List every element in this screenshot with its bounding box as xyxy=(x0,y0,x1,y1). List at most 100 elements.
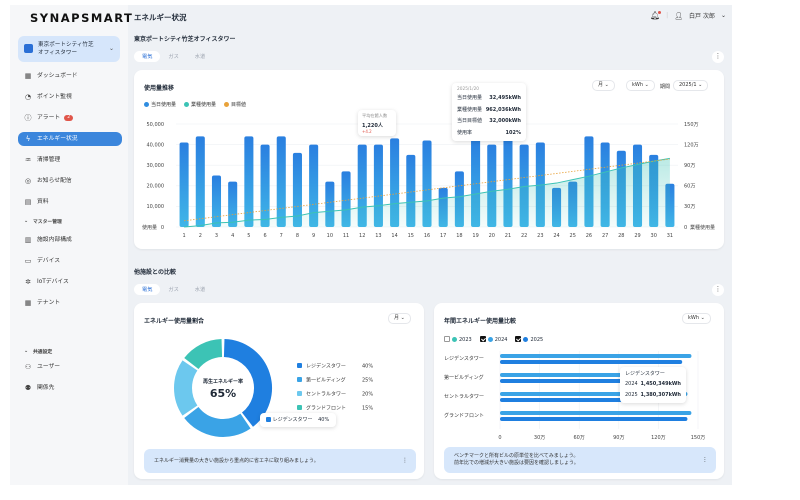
legend-swatch xyxy=(297,391,302,396)
x-tick-label: 14 xyxy=(391,233,397,239)
tab-gas[interactable]: ガス xyxy=(168,54,179,60)
app-logo[interactable]: SYNAPSMART xyxy=(30,11,134,25)
legend-label: レジデンスタワー xyxy=(306,363,346,370)
sidebar-item-alert[interactable]: ⓘ アラート 2 xyxy=(18,111,122,125)
category-label: レジデンスタワー xyxy=(444,355,484,362)
energy-unit-select[interactable]: kWh ⌄ xyxy=(682,313,711,324)
x-tick-label: 17 xyxy=(440,233,446,239)
chart-legend: 当日使用量 業種使用量 目標値 xyxy=(144,101,246,108)
x-tick-label: 23 xyxy=(537,233,543,239)
x-tick-label: 28 xyxy=(618,233,624,239)
y2-tick-label: 30万 xyxy=(684,204,695,210)
usage-chart: 0 10,000 20,000 30,000 40,000 50,000 0 30万 60万 90… xyxy=(142,122,715,239)
compare-advice: ベンチマークと所有ビルの原単位を比べてみましょう。 前年比での増減が大きい施設は… xyxy=(444,447,716,473)
legend-swatch xyxy=(297,377,302,382)
tab-electric[interactable]: 電気 xyxy=(134,51,161,62)
bar xyxy=(195,136,205,227)
bar xyxy=(500,417,688,421)
donut-tooltip: レジデンスタワー 40% xyxy=(260,413,336,427)
year-2025-checkbox[interactable]: 2025 xyxy=(515,336,543,343)
industry-line xyxy=(184,157,670,228)
x-tick-label: 26 xyxy=(586,233,592,239)
donut-advice: エネルギー消費量の大きい施設から重点的に省エネに取り組みましょう。 ⋮ xyxy=(144,449,416,473)
tabs-energy-compare: 電気 ガス 水道 xyxy=(134,284,213,295)
user-name[interactable]: 白戸 次郎 xyxy=(689,13,715,20)
sidebar-item-notice[interactable]: ◎ お知らせ配信 xyxy=(18,174,122,188)
sidebar-item-label: エネルギー状況 xyxy=(37,136,78,142)
building-icon xyxy=(24,44,33,53)
x-tick-label: 60万 xyxy=(574,435,585,441)
donut-slice xyxy=(184,406,251,437)
sidebar-item-iot[interactable]: ✲ IoTデバイス xyxy=(18,275,122,289)
tab-electric[interactable]: 電気 xyxy=(134,284,161,295)
sidebar-item-grid[interactable]: ▦ ダッシュボード xyxy=(18,69,122,83)
tab-gas[interactable]: ガス xyxy=(168,287,179,293)
bar xyxy=(500,360,683,364)
sidebar-item-clean[interactable]: ♒ 清掃管理 xyxy=(18,153,122,167)
annual-bar-chart: 0 30万 60万 90万 120万 150万 レジデンスタワー第一ビルディングセントラルタ… xyxy=(444,351,705,441)
x-tick-label: 20 xyxy=(489,233,495,239)
x-tick-label: 22 xyxy=(521,233,527,239)
sidebar-item-energy[interactable]: ϟ エネルギー状況 xyxy=(18,132,122,146)
x-tick-label: 25 xyxy=(570,233,576,239)
sidebar-item-user[interactable]: ⚇ ユーザー xyxy=(18,360,122,374)
more-icon[interactable]: ⋮ xyxy=(402,457,408,464)
sidebar-item-partner[interactable]: ⚉ 関係先 xyxy=(18,381,122,395)
energy-unit-select[interactable]: kWh ⌄ xyxy=(626,80,655,91)
bar xyxy=(309,144,319,227)
more-icon[interactable]: ⋮ xyxy=(712,51,724,63)
bar-tooltip: レジデンスタワー 2024 1,450,349kWh 2025 1,380,307k… xyxy=(620,367,686,403)
category-label: グランドフロント xyxy=(444,412,484,419)
more-icon[interactable]: ⋮ xyxy=(712,284,724,296)
y-tick-label: 0 xyxy=(161,225,164,231)
sidebar-item-building[interactable]: ▥ 施設内部構成 xyxy=(18,233,122,247)
divider: | xyxy=(666,12,669,19)
more-icon[interactable]: ⋮ xyxy=(702,456,708,464)
facility-name-line1: 東京ポートシティ竹芝 xyxy=(38,42,94,48)
period-select[interactable]: 2025/1 ⌄ xyxy=(673,80,709,91)
x-tick-label: 24 xyxy=(553,233,559,239)
x-tick-label: 30 xyxy=(651,233,657,239)
x-tick-label: 29 xyxy=(634,233,640,239)
x-tick-label: 18 xyxy=(456,233,462,239)
comparison-title: 他施設との比較 xyxy=(134,269,176,276)
y2-tick-label: 0 xyxy=(684,225,687,231)
x-tick-label: 16 xyxy=(424,233,430,239)
energy-icon: ϟ xyxy=(25,135,31,143)
sidebar-item-doc[interactable]: ▤ 資料 xyxy=(18,195,122,209)
x-tick-label: 21 xyxy=(505,233,511,239)
x-tick-label: 4 xyxy=(231,233,234,239)
tab-water[interactable]: 水道 xyxy=(194,54,206,60)
sidebar-item-tenant[interactable]: ▦ テナント xyxy=(18,296,122,310)
unit-select[interactable]: 月 ⌄ xyxy=(388,313,411,324)
legend-value: 20% xyxy=(362,392,373,398)
doc-icon: ▤ xyxy=(24,198,32,206)
x-tick-label: 2 xyxy=(199,233,202,239)
y2-axis-label: 業種使用量 xyxy=(690,224,715,231)
year-2024-checkbox[interactable]: 2024 xyxy=(479,336,507,343)
user-icon[interactable]: 👤︎ xyxy=(674,11,684,20)
chevron-down-icon: ⌄ xyxy=(108,45,114,52)
energy-share-card: エネルギー使用量割合 月 ⌄ レジデンスタワー 40% 第一ビルディング 25% セント… xyxy=(134,303,424,479)
sidebar-item-device[interactable]: ▭ デバイス xyxy=(18,254,122,268)
facility-selector[interactable]: 東京ポートシティ竹芝 オフィスタワー ⌄ xyxy=(18,36,120,62)
tab-water[interactable]: 水道 xyxy=(194,287,206,293)
sidebar-item-label: デバイス xyxy=(37,258,61,264)
y2-tick-label: 120万 xyxy=(684,142,699,148)
bell-icon[interactable]: 🔔︎ xyxy=(649,11,662,20)
sidebar-item-label: 関係先 xyxy=(37,385,55,391)
unit-select[interactable]: 月 ⌄ xyxy=(592,80,615,91)
bar xyxy=(211,175,222,227)
notice-icon: ◎ xyxy=(24,177,32,185)
year-2023-checkbox[interactable]: 2023 xyxy=(444,336,472,343)
sidebar-item-monitor[interactable]: ◔ ポイント監視 xyxy=(18,90,122,104)
card-title: 使用量推移 xyxy=(144,85,175,92)
x-tick-label: 9 xyxy=(312,233,315,239)
chevron-down-icon[interactable]: ⌄ xyxy=(720,12,726,19)
sidebar-item-label: ダッシュボード xyxy=(37,73,78,79)
x-tick-label: 31 xyxy=(667,233,673,239)
x-tick-label: 7 xyxy=(280,233,283,239)
alert-icon: ⓘ xyxy=(24,114,32,122)
sidebar-item-label: 清掃管理 xyxy=(37,157,61,163)
x-tick-label: 11 xyxy=(343,233,349,239)
